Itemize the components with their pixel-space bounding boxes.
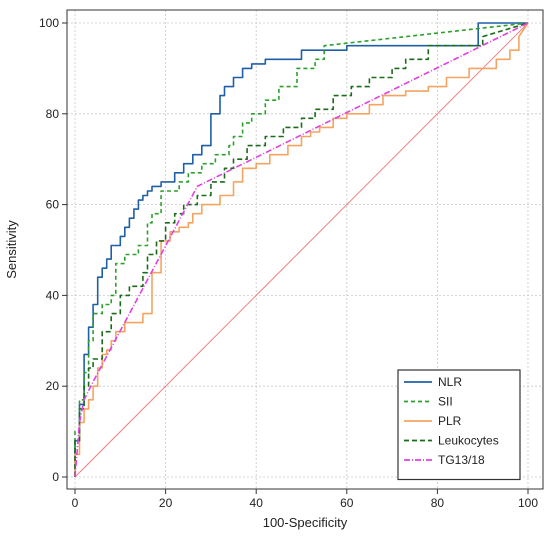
- series-line-nlr: [74, 22, 528, 477]
- y-tick-label: 60: [46, 198, 60, 212]
- series-line-plr: [74, 22, 529, 477]
- y-tick-label: 40: [46, 288, 60, 302]
- series-line-leukocytes: [74, 22, 529, 477]
- legend: NLR SII PLR Leukocytes TG13/18: [397, 369, 521, 481]
- roc-curves: [74, 22, 529, 478]
- legend-label: Leukocytes: [438, 434, 499, 448]
- x-tick-label: 60: [340, 496, 354, 510]
- x-axis-label: 100-Specificity: [263, 515, 348, 530]
- x-tick-label: 0: [72, 496, 79, 510]
- legend-label: PLR: [438, 414, 462, 428]
- x-tick-label: 80: [431, 496, 445, 510]
- legend-label: TG13/18: [438, 453, 485, 467]
- y-tick-label: 20: [46, 379, 60, 393]
- axis-ticks: 0 20 40 60 80 100 0 20 40 60 80 100: [39, 16, 538, 510]
- plot-frame: [66, 9, 544, 490]
- y-tick-label: 100: [39, 16, 59, 30]
- legend-box: [397, 369, 521, 481]
- x-tick-label: 100: [518, 496, 538, 510]
- reference-diagonal: [74, 22, 529, 478]
- y-axis-label: Sensitivity: [4, 220, 19, 279]
- y-tick-label: 0: [52, 470, 59, 484]
- legend-label: NLR: [438, 375, 462, 389]
- legend-label: SII: [438, 395, 453, 409]
- chance-line: [74, 22, 529, 478]
- x-tick-label: 40: [250, 496, 264, 510]
- y-tick-label: 80: [46, 107, 60, 121]
- x-tick-label: 20: [159, 496, 173, 510]
- series-line-tg13-18: [74, 22, 529, 478]
